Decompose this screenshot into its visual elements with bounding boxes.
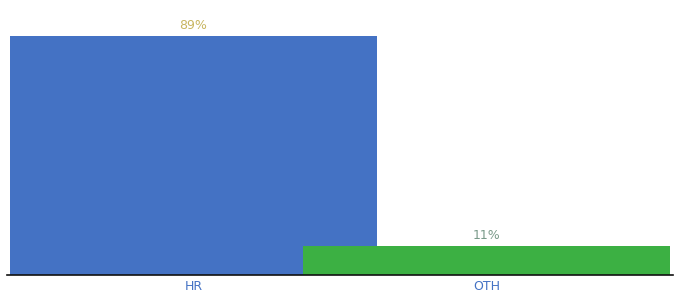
Bar <box>10 37 377 275</box>
Text: 11%: 11% <box>473 229 500 242</box>
Bar <box>303 246 670 275</box>
Text: 89%: 89% <box>180 20 207 32</box>
